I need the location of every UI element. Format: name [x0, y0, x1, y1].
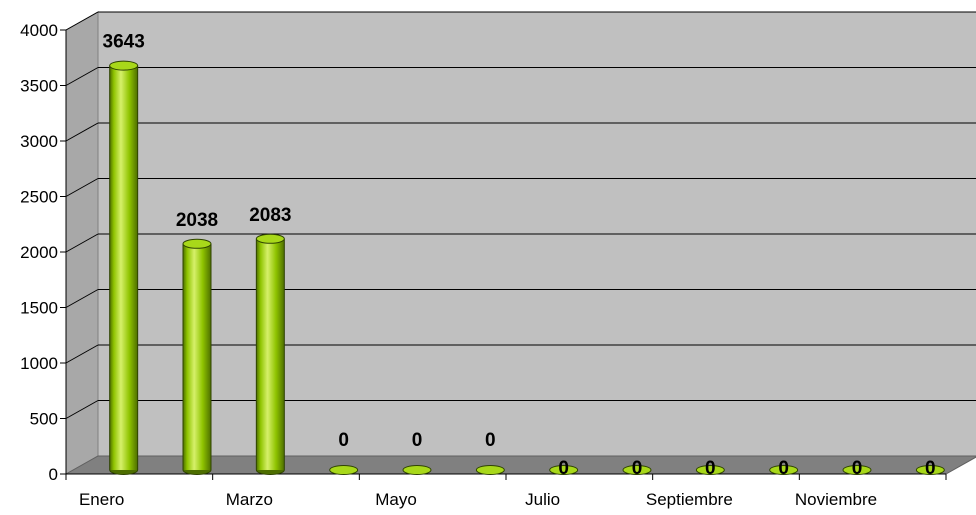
y-tick-label: 2500 [20, 188, 58, 207]
bar-zero [475, 465, 505, 475]
bar-outline [109, 65, 139, 475]
bar-top [182, 238, 212, 249]
y-tick-label: 1500 [20, 299, 58, 318]
bar [255, 233, 285, 475]
gridline-side [65, 233, 99, 253]
bar [182, 238, 212, 475]
bar-outline [255, 238, 285, 475]
data-label: 2038 [176, 210, 218, 231]
x-tick-label: Noviembre [795, 490, 877, 509]
bar-top [255, 233, 285, 244]
data-label: 0 [632, 458, 643, 479]
gridline-side [65, 11, 99, 31]
bar-zero [842, 465, 872, 475]
y-tick-label: 0 [49, 465, 58, 484]
bar-body [183, 243, 211, 470]
bar [695, 465, 725, 475]
gridline-side [65, 344, 99, 364]
bar [402, 465, 432, 475]
gridline-side [65, 400, 99, 419]
data-label: 2083 [249, 205, 291, 226]
bar [475, 465, 505, 475]
y-tick-label: 3000 [20, 132, 58, 151]
bar [109, 60, 139, 475]
bar [842, 465, 872, 475]
data-label: 3643 [103, 32, 145, 53]
y-tick-label: 3500 [20, 77, 58, 96]
bar-zero [402, 465, 432, 475]
bar [329, 465, 359, 475]
bar-top [109, 60, 139, 71]
bar [622, 465, 652, 475]
data-label: 0 [705, 458, 716, 479]
bar-zero [769, 465, 799, 475]
bar-zero [549, 465, 579, 475]
bar-body [256, 238, 285, 470]
y-tick-label: 500 [30, 410, 58, 429]
y-tick-label: 1000 [20, 354, 58, 373]
data-label: 0 [412, 430, 423, 451]
data-label: 0 [485, 430, 496, 451]
bar [915, 465, 945, 475]
bar-zero [695, 465, 725, 475]
data-label: 0 [558, 458, 569, 479]
data-label: 0 [925, 458, 936, 479]
x-tick-label: Mayo [375, 490, 417, 509]
gridline-side [65, 289, 99, 308]
y-tick-label: 2000 [20, 243, 58, 262]
bar [549, 465, 579, 475]
x-tick-label: Julio [525, 490, 560, 509]
bar [769, 465, 799, 475]
gridline-side [65, 67, 99, 86]
data-label: 0 [778, 458, 789, 479]
bar-zero [329, 465, 359, 475]
data-label: 0 [852, 458, 863, 479]
data-label: 0 [338, 430, 349, 451]
bar-outline [182, 243, 212, 475]
x-tick-label: Septiembre [646, 490, 733, 509]
bar-body [109, 65, 138, 470]
y-tick-label: 4000 [20, 21, 58, 40]
gridline-side [65, 178, 99, 197]
x-tick-label: Enero [79, 490, 124, 509]
bar-zero [915, 465, 945, 475]
x-tick-label: Marzo [226, 490, 273, 509]
bar-zero [622, 465, 652, 475]
gridline-side [65, 122, 99, 142]
